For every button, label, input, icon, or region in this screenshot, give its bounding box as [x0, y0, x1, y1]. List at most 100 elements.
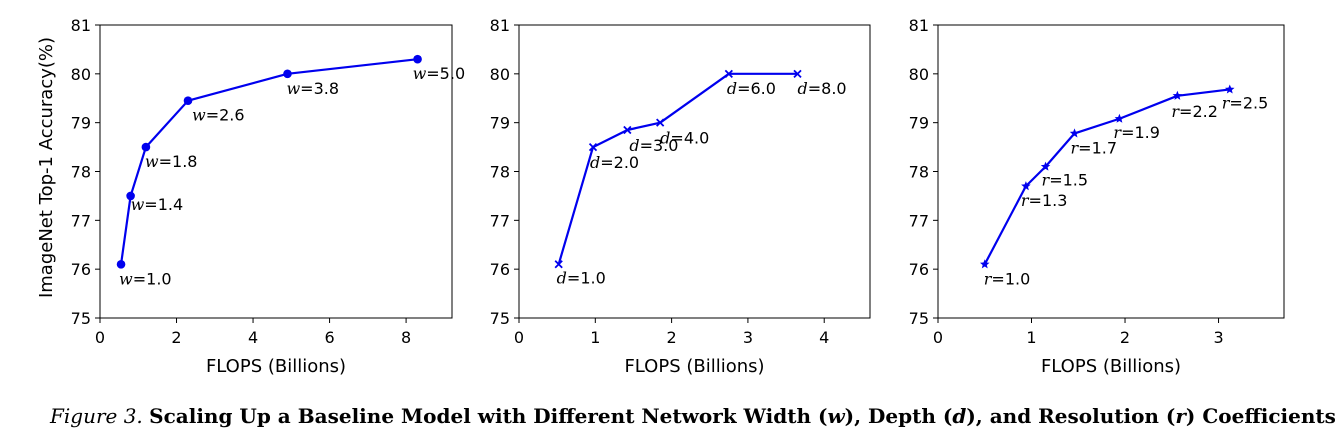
- x-tick-label: 0: [95, 328, 105, 347]
- point-label-var: r: [1042, 171, 1051, 190]
- point-label-var: r: [1113, 123, 1122, 142]
- y-tick-label: 80: [490, 65, 510, 84]
- caption-var-w: w: [827, 404, 845, 428]
- y-tick-label: 80: [909, 65, 929, 84]
- chart-panel-1: 75 76 77 78 79 80 81 0 2 4 6 8 FLOPS (Billions) Image…: [36, 16, 465, 377]
- point-label-value: =1.8: [159, 152, 198, 171]
- y-tick-label: 76: [490, 260, 510, 279]
- chart-panel-2: 75 76 77 78 79 80 81 0 1 2 3 4 FLOPS (Billions) d=1.0…: [490, 16, 871, 377]
- point-label-var: r: [1171, 102, 1180, 121]
- caption-label: Figure 3.: [50, 404, 143, 428]
- x-tick-label: 6: [324, 328, 334, 347]
- y-tick-label: 81: [490, 16, 510, 35]
- x-tick-label: 1: [590, 328, 600, 347]
- y-tick-label: 81: [71, 16, 91, 35]
- x-tick-label: 3: [1213, 328, 1223, 347]
- point-label: w=2.6: [192, 106, 245, 125]
- x-tick-label: 3: [743, 328, 753, 347]
- point-label-var: d: [798, 79, 808, 98]
- data-point: [793, 69, 802, 78]
- series-line: [119, 58, 418, 265]
- y-tick-label: 81: [909, 16, 929, 35]
- data-point: [1172, 90, 1183, 100]
- x-tick-label: 8: [401, 328, 411, 347]
- data-point: [1114, 113, 1125, 123]
- data-point: [283, 69, 292, 79]
- point-label: r=1.7: [1071, 138, 1118, 157]
- point-label-value: =8.0: [808, 79, 847, 98]
- caption-part-3: ), and Resolution (: [966, 404, 1176, 428]
- point-label: d=1.0: [557, 268, 606, 287]
- data-point: [1225, 84, 1235, 94]
- point-label-value: =1.4: [144, 195, 183, 214]
- data-point: [623, 125, 632, 135]
- x-tick-label: 0: [514, 328, 524, 347]
- figure-caption: Figure 3. Scaling Up a Baseline Model wi…: [50, 404, 1335, 428]
- y-tick-label: 75: [909, 309, 929, 328]
- point-label-var: d: [557, 268, 567, 287]
- point-label: r=1.5: [1042, 171, 1089, 190]
- point-label-value: =1.3: [1029, 191, 1068, 210]
- caption-part-1: Scaling Up a Baseline Model with Differe…: [149, 404, 828, 428]
- x-tick-label: 1: [1026, 328, 1036, 347]
- point-label-value: =1.0: [133, 269, 172, 288]
- caption-var-r: r: [1175, 404, 1186, 428]
- point-label: d=6.0: [727, 79, 776, 98]
- y-tick-label: 78: [71, 163, 91, 182]
- point-label: r=1.3: [1021, 191, 1068, 210]
- x-axis-label: FLOPS (Billions): [206, 356, 346, 377]
- y-tick-label: 75: [71, 309, 91, 328]
- y-tick-label: 78: [909, 163, 929, 182]
- y-tick-label: 77: [490, 211, 510, 230]
- y-tick-label: 79: [490, 114, 510, 133]
- x-tick-label: 4: [248, 328, 258, 347]
- x-axis-label: FLOPS (Billions): [624, 356, 764, 377]
- x-tick-label: 0: [933, 328, 943, 347]
- point-label-var: w: [131, 195, 145, 214]
- caption-title: Scaling Up a Baseline Model with Differe…: [149, 404, 1335, 428]
- point-label-var: d: [660, 129, 670, 148]
- data-point: [980, 259, 990, 269]
- data-point: [126, 191, 135, 201]
- y-tick-label: 79: [71, 114, 91, 133]
- point-label: w=5.0: [413, 64, 466, 83]
- x-tick-label: 2: [171, 328, 181, 347]
- data-point: [588, 142, 598, 152]
- point-label-var: w: [145, 152, 159, 171]
- data-point: [724, 69, 733, 78]
- point-label-var: d: [727, 79, 737, 98]
- point-label-value: =1.9: [1121, 123, 1160, 142]
- point-label-value: =5.0: [426, 64, 465, 83]
- point-label-value: =1.5: [1049, 171, 1088, 190]
- data-point: [141, 142, 151, 152]
- data-point: [554, 260, 563, 269]
- point-label: w=1.8: [145, 152, 198, 171]
- point-label: w=1.0: [119, 269, 172, 288]
- point-label-value: =4.0: [670, 129, 709, 148]
- figure-canvas: 75 76 77 78 79 80 81 0 2 4 6 8 FLOPS (Billions) Image…: [36, 16, 1285, 377]
- point-label-value: =1.7: [1078, 138, 1117, 157]
- x-tick-label: 4: [819, 328, 829, 347]
- data-point: [1069, 128, 1080, 138]
- data-point: [1040, 161, 1051, 171]
- x-tick-label: 2: [1120, 328, 1130, 347]
- caption-var-d: d: [952, 404, 967, 428]
- y-tick-label: 76: [71, 260, 91, 279]
- y-tick-label: 76: [909, 260, 929, 279]
- caption-part-2: ), Depth (: [844, 404, 953, 428]
- y-tick-label: 79: [909, 114, 929, 133]
- series-line: [557, 72, 798, 265]
- point-label: w=3.8: [286, 79, 339, 98]
- point-label-var: r: [984, 269, 993, 288]
- x-tick-label: 2: [667, 328, 677, 347]
- point-label-var: r: [1071, 138, 1080, 157]
- point-label: d=8.0: [798, 79, 847, 98]
- point-label-var: r: [1021, 191, 1030, 210]
- point-label: r=2.5: [1222, 93, 1269, 112]
- y-tick-label: 75: [490, 309, 510, 328]
- y-tick-label: 78: [490, 163, 510, 182]
- point-label-value: =6.0: [737, 79, 776, 98]
- caption-part-4: ) Coefficients.: [1185, 404, 1335, 428]
- y-tick-label: 77: [909, 211, 929, 230]
